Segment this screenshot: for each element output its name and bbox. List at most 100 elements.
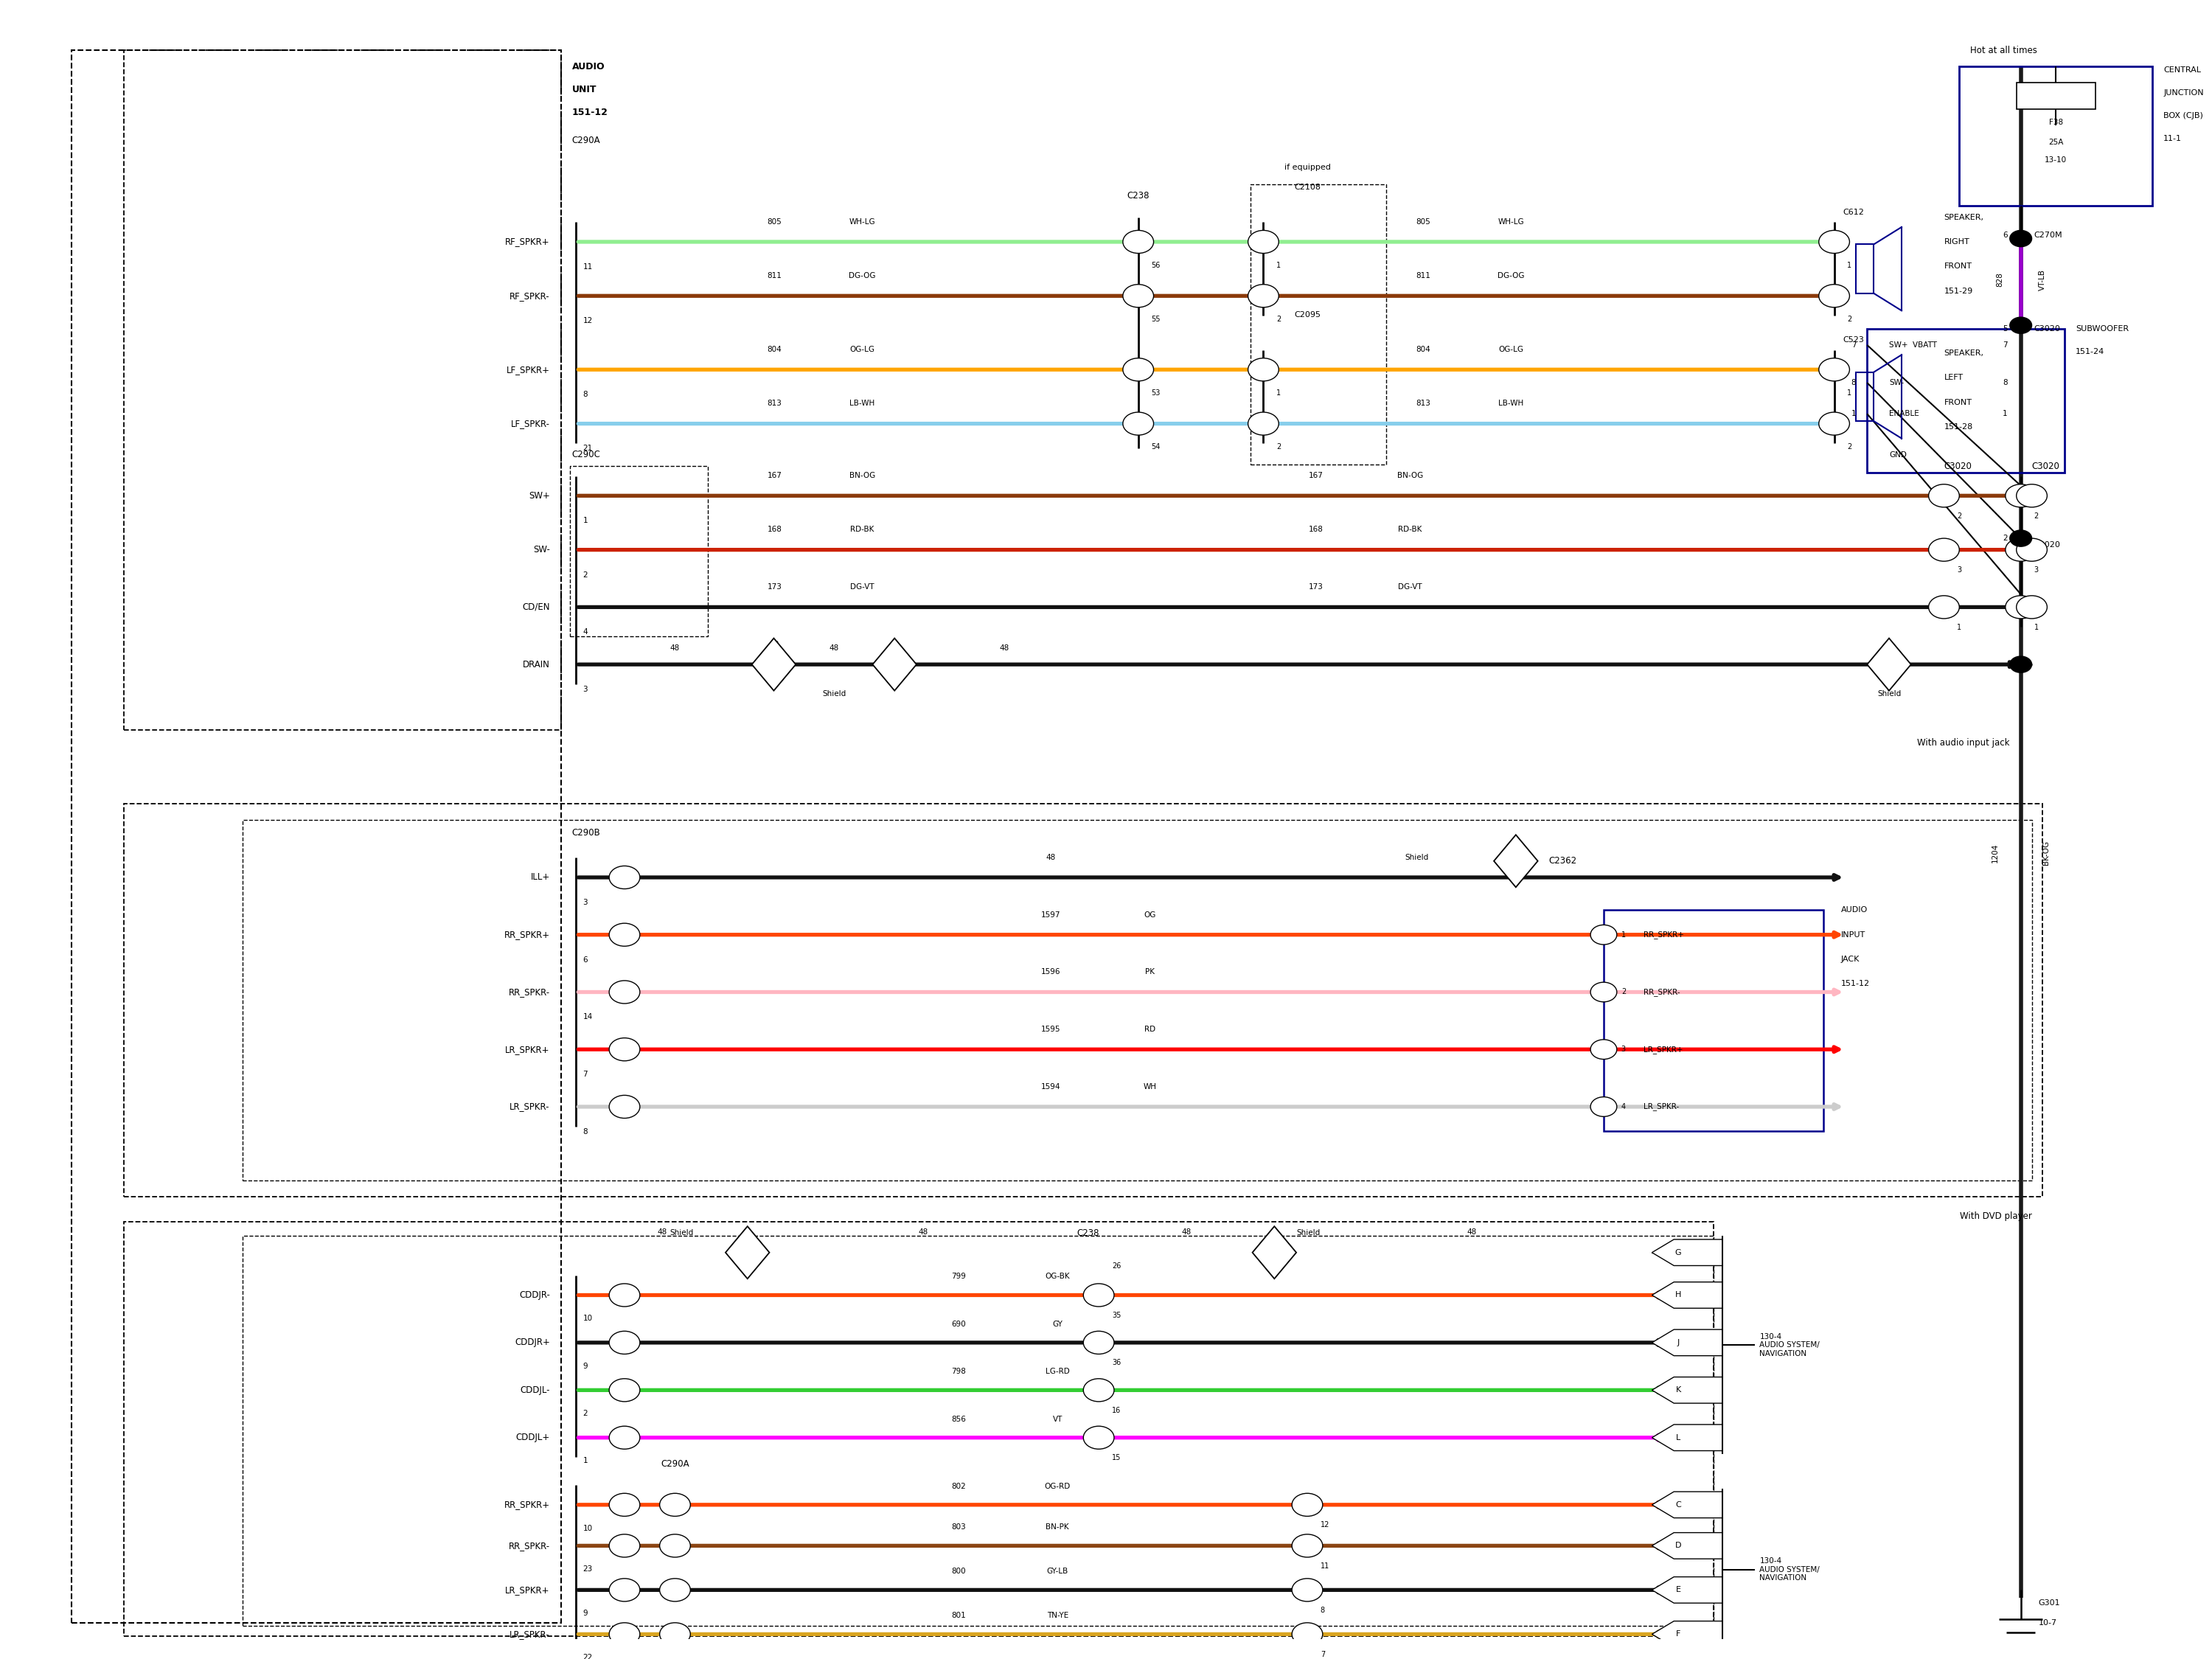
Text: C290A: C290A	[661, 1458, 690, 1468]
Bar	[124, 50, 562, 730]
Text: 6: 6	[582, 956, 588, 964]
Text: Shield: Shield	[1878, 690, 1900, 698]
Circle shape	[659, 1535, 690, 1558]
Text: 11: 11	[582, 264, 593, 270]
Circle shape	[1084, 1379, 1115, 1402]
Circle shape	[1248, 411, 1279, 435]
Text: FRONT: FRONT	[1944, 398, 1971, 406]
Text: 8: 8	[582, 392, 588, 398]
Text: C290C: C290C	[573, 450, 599, 460]
Circle shape	[1124, 411, 1155, 435]
Text: 167: 167	[1310, 471, 1323, 479]
Text: OG-BK: OG-BK	[1044, 1272, 1071, 1281]
Circle shape	[608, 1039, 639, 1060]
Text: 10: 10	[582, 1316, 593, 1322]
Text: 802: 802	[951, 1483, 967, 1490]
Text: 11-1: 11-1	[2163, 134, 2181, 143]
Circle shape	[1818, 284, 1849, 307]
Text: 130-4
AUDIO SYSTEM/
NAVIGATION: 130-4 AUDIO SYSTEM/ NAVIGATION	[1759, 1558, 1820, 1581]
Text: RD-BK: RD-BK	[849, 526, 874, 534]
Circle shape	[2011, 231, 2033, 247]
Text: OG-LG: OG-LG	[1498, 345, 1524, 353]
Text: 168: 168	[768, 526, 781, 534]
Text: PK: PK	[1146, 969, 1155, 975]
Text: 856: 856	[951, 1415, 967, 1423]
Text: 805: 805	[768, 217, 781, 226]
Circle shape	[1292, 1493, 1323, 1516]
Text: 11: 11	[1321, 1563, 1329, 1569]
Text: JUNCTION: JUNCTION	[2163, 90, 2203, 96]
Circle shape	[1590, 1097, 1617, 1117]
Text: G: G	[1674, 1249, 1681, 1256]
Text: C612: C612	[1843, 209, 1865, 216]
Text: 13-10: 13-10	[2044, 156, 2066, 164]
Circle shape	[608, 980, 639, 1004]
Text: LR_SPKR-: LR_SPKR-	[509, 1629, 551, 1639]
Bar	[1960, 66, 2152, 206]
Text: 12: 12	[1321, 1521, 1329, 1528]
Text: C3020: C3020	[2035, 541, 2059, 549]
Circle shape	[2011, 317, 2033, 333]
Text: FRONT: FRONT	[1944, 262, 1971, 270]
Text: CDDJL-: CDDJL-	[520, 1385, 551, 1395]
Text: 10: 10	[582, 1525, 593, 1531]
Text: ENABLE: ENABLE	[1889, 410, 1920, 418]
Text: GY-LB: GY-LB	[1046, 1568, 1068, 1576]
Bar	[1604, 911, 1823, 1131]
Polygon shape	[872, 639, 916, 690]
Text: 16: 16	[1113, 1407, 1121, 1413]
Text: 811: 811	[1416, 272, 1431, 279]
Circle shape	[608, 1427, 639, 1448]
Text: BOX (CJB): BOX (CJB)	[2163, 113, 2203, 119]
Text: OG: OG	[1144, 911, 1155, 919]
Circle shape	[608, 1623, 639, 1646]
Text: F: F	[1677, 1631, 1681, 1637]
Text: 48: 48	[830, 644, 838, 652]
Circle shape	[2011, 657, 2033, 672]
Bar	[1867, 328, 2064, 473]
Text: Shield: Shield	[823, 690, 845, 698]
Bar	[71, 50, 562, 1623]
Text: SW-: SW-	[533, 546, 551, 554]
Circle shape	[659, 1623, 690, 1646]
Text: LR_SPKR-: LR_SPKR-	[509, 1102, 551, 1112]
Text: 2: 2	[1847, 443, 1851, 451]
Text: 828: 828	[1995, 272, 2004, 287]
Text: JACK: JACK	[1840, 956, 1860, 962]
Text: LB-WH: LB-WH	[1498, 400, 1524, 406]
Text: RD: RD	[1144, 1025, 1155, 1034]
Text: SUBWOOFER: SUBWOOFER	[2075, 325, 2128, 332]
Text: BK-OG: BK-OG	[2042, 841, 2051, 864]
Circle shape	[608, 924, 639, 946]
Text: 6: 6	[2002, 232, 2008, 239]
Polygon shape	[1867, 639, 1911, 690]
Bar	[571, 466, 708, 637]
Polygon shape	[1652, 1621, 1723, 1647]
Circle shape	[608, 866, 639, 889]
Polygon shape	[1652, 1533, 1723, 1559]
Circle shape	[1818, 411, 1849, 435]
Text: 15: 15	[1113, 1453, 1121, 1462]
Text: C3020: C3020	[2033, 461, 2059, 471]
Text: C2362: C2362	[1548, 856, 1577, 866]
Text: 1: 1	[1847, 262, 1851, 269]
Circle shape	[1124, 284, 1155, 307]
Circle shape	[1292, 1578, 1323, 1601]
Circle shape	[2006, 596, 2037, 619]
Text: With DVD player: With DVD player	[1960, 1211, 2033, 1221]
Text: WH-LG: WH-LG	[1498, 217, 1524, 226]
Text: CD/EN: CD/EN	[522, 602, 551, 612]
Text: LG-RD: LG-RD	[1046, 1369, 1071, 1375]
Text: OG-RD: OG-RD	[1044, 1483, 1071, 1490]
Text: 8: 8	[1321, 1606, 1325, 1614]
Text: DG-VT: DG-VT	[1398, 584, 1422, 591]
Polygon shape	[1652, 1377, 1723, 1404]
Polygon shape	[1652, 1491, 1723, 1518]
Text: 54: 54	[1152, 443, 1161, 451]
Text: C523: C523	[1843, 337, 1865, 343]
Text: 151-29: 151-29	[1944, 287, 1973, 295]
Text: 3: 3	[582, 899, 588, 906]
Text: WH-LG: WH-LG	[849, 217, 876, 226]
Text: 1: 1	[582, 1457, 588, 1465]
Text: C2108: C2108	[1294, 184, 1321, 191]
